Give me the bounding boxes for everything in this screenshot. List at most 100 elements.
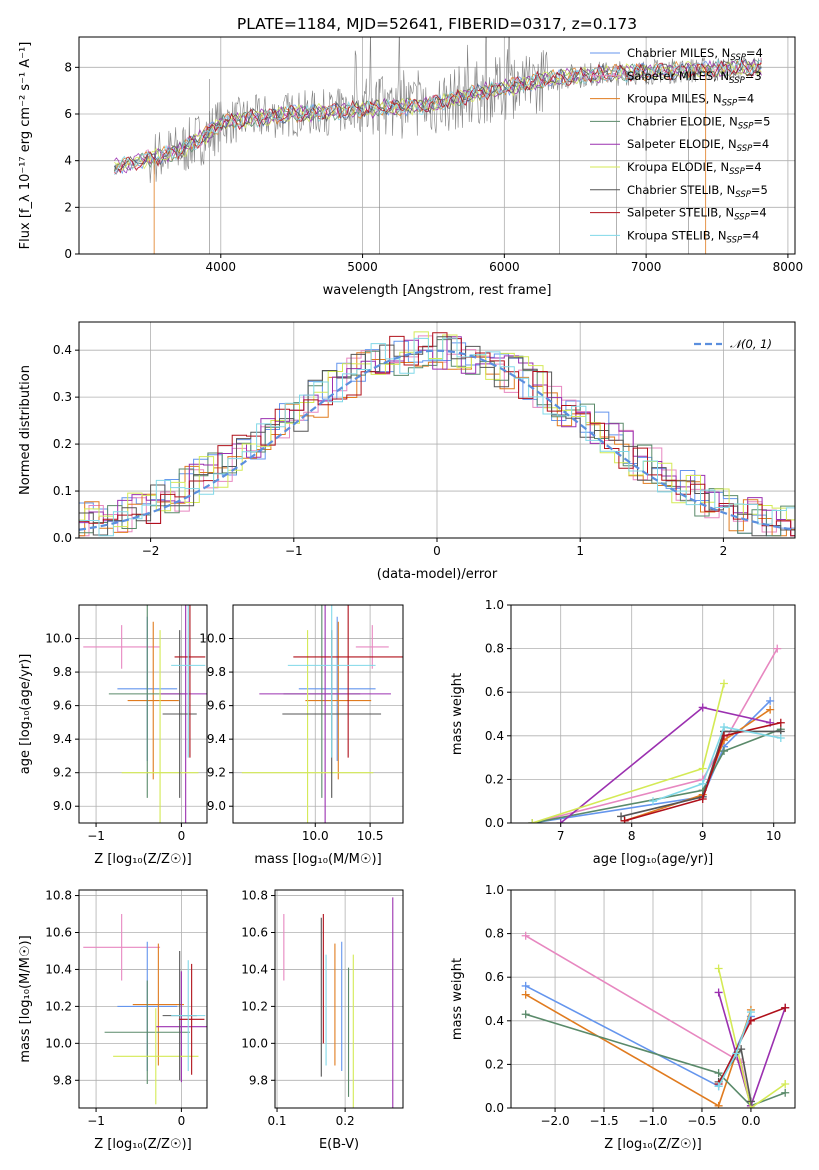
- x-tick-label: 7000: [631, 260, 662, 274]
- series-point: [766, 705, 775, 714]
- y-tick-label: 9.0: [53, 799, 72, 813]
- y-tick-label: 9.2: [53, 766, 72, 780]
- x-tick-label: 6000: [489, 260, 520, 274]
- legend-nssp-eq: =: [752, 137, 762, 151]
- series-point: [698, 764, 707, 773]
- series-line: [620, 730, 781, 818]
- legend-nssp-value: 5: [763, 114, 770, 128]
- series-point: [766, 696, 775, 705]
- y-tick-label: 9.8: [207, 665, 226, 679]
- series-kroupa-stelib: [714, 1008, 755, 1091]
- y-axis-label: mass [log₁₀(M/M☉)]: [18, 935, 33, 1062]
- panel-residuals: −2 −1 0 1 2 0.0 0.1 0.2 0.3 0.4 (data-model)/error…: [18, 321, 796, 582]
- legend-nssp-prefix: , N: [711, 228, 727, 242]
- x-tick-label: 10.0: [302, 829, 329, 843]
- x-tick-label: 10.5: [357, 829, 384, 843]
- axes-frame: [274, 889, 404, 1109]
- legend-nssp-sub: SSP: [727, 235, 743, 245]
- legend-nssp-eq: =: [750, 206, 760, 220]
- legend-nssp-prefix: , N: [719, 183, 735, 197]
- series-point: [720, 747, 728, 756]
- series-point: [781, 1080, 790, 1089]
- series-line: [652, 726, 781, 802]
- y-tick-label: 10.8: [45, 889, 72, 903]
- series-point: [746, 1008, 755, 1017]
- y-tick-label: 1.0: [485, 883, 504, 897]
- series-point: [714, 1082, 723, 1091]
- legend-series-name: Chabrier STELIB: [627, 183, 719, 197]
- y-tick-label: 0.8: [485, 642, 504, 656]
- series-kroupa-miles: [620, 705, 775, 823]
- series-point: [617, 812, 626, 821]
- y-tick-label: 10.0: [45, 632, 72, 646]
- x-tick-label: 0: [433, 544, 441, 558]
- y-tick-label: 0.2: [485, 772, 504, 786]
- x-tick-label: −1: [87, 829, 105, 843]
- legend-series-name: Kroupa STELIB: [627, 228, 711, 242]
- series-point: [720, 679, 728, 688]
- legend-nssp-sub: SSP: [730, 53, 746, 63]
- series-line: [525, 1013, 786, 1107]
- errorbar-kroupa-stelib: [287, 605, 376, 758]
- y-tick-label: 9.8: [249, 1073, 268, 1087]
- series-point: [714, 988, 723, 997]
- plot-area: [241, 605, 403, 823]
- model-salpeter-stelib: [114, 59, 762, 175]
- y-tick-label: 0.4: [53, 343, 72, 357]
- series-point: [698, 779, 707, 788]
- y-axis-label: Normed distribution: [18, 365, 33, 495]
- x-tick-label: −1: [285, 544, 303, 558]
- x-tick-label: −2: [142, 544, 160, 558]
- series-point: [720, 723, 728, 732]
- y-tick-label: 9.6: [207, 699, 226, 713]
- y-tick-label: 0.2: [485, 1057, 504, 1071]
- errorbar-chabrier-elodie: [104, 980, 190, 1084]
- model-chabrier-stelib: [114, 58, 762, 171]
- series-point: [746, 1097, 755, 1106]
- errorbar-kroupa-miles: [127, 621, 179, 780]
- x-tick-label: 0: [178, 829, 186, 843]
- series-chabrier-miles: [528, 696, 775, 823]
- axes-frame: [78, 604, 208, 824]
- series-point: [773, 644, 782, 653]
- x-tick-label: 0.0: [741, 1114, 760, 1128]
- figure-title: PLATE=1184, MJD=52641, FIBERID=0317, z=0…: [237, 15, 637, 33]
- x-axis-label: mass [log₁₀(M/M☉)]: [254, 852, 381, 867]
- legend-normal-label: 𝒩(0, 1): [730, 337, 772, 351]
- axes-frame: [510, 889, 796, 1109]
- series-point: [776, 733, 785, 742]
- errorbar-kroupa-miles: [305, 621, 372, 780]
- x-tick-label: 1: [576, 544, 584, 558]
- series-salpeter-elodie: [556, 703, 775, 823]
- legend-nssp-value: 4: [759, 206, 766, 220]
- legend-series-name: Salpeter MILES: [627, 69, 713, 83]
- legend-nssp-eq: =: [751, 183, 761, 197]
- axes-frame: [510, 604, 796, 824]
- errorbar-kroupa-stelib: [171, 960, 206, 1072]
- x-axis-label: Z [log₁₀(Z/Z☉)]: [604, 1137, 701, 1152]
- legend-nssp-sub: SSP: [729, 167, 745, 177]
- y-tick-label: 0.4: [485, 729, 504, 743]
- panel-age-vs-mass: 10.0 10.5 9.0 9.2 9.4 9.6 9.8 10.0 mass [log₁₀(M…: [199, 604, 404, 867]
- y-tick-label: 9.4: [207, 732, 226, 746]
- legend-nssp-eq: =: [742, 228, 752, 242]
- x-tick-label: −2.0: [540, 1114, 569, 1128]
- grid: [275, 890, 403, 1108]
- x-tick-label: 8: [628, 829, 636, 843]
- x-tick-label: 10: [766, 829, 781, 843]
- y-tick-label: 8: [64, 60, 72, 74]
- x-axis-label: Z [log₁₀(Z/Z☉)]: [94, 1137, 191, 1152]
- series-line: [525, 985, 752, 1088]
- series-point: [528, 819, 537, 823]
- legend-series-name: Chabrier MILES: [627, 46, 714, 60]
- legend-nssp-sub: SSP: [734, 213, 750, 223]
- y-tick-label: 10.2: [45, 999, 72, 1013]
- x-axis-label: Z [log₁₀(Z/Z☉)]: [94, 852, 191, 867]
- grid: [511, 889, 795, 1109]
- plot-area: [283, 897, 394, 1108]
- legend-label: Chabrier MILES, NSSP=4: [627, 46, 763, 63]
- legend-nssp-value: 3: [754, 69, 761, 83]
- x-axis-label: wavelength [Angstrom, rest frame]: [323, 283, 552, 298]
